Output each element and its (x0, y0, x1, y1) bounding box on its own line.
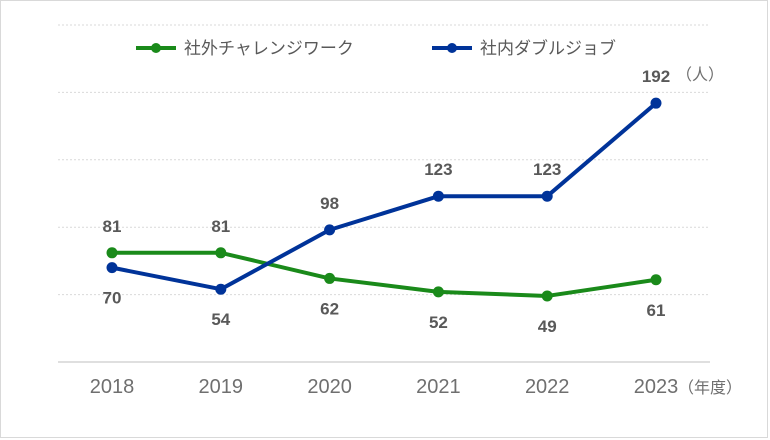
data-point-series-1-2021 (432, 286, 444, 298)
data-label-series-2-2019: 54 (211, 310, 230, 329)
data-point-series-2-2020 (324, 224, 336, 236)
x-tick-label-2019: 2019 (199, 376, 244, 398)
legend: 社外チャレンジワーク 社内ダブルジョブ (136, 38, 616, 59)
data-point-series-2-2019 (215, 283, 227, 295)
data-label-series-1-2022: 49 (538, 317, 557, 336)
x-tick-label-2023: 2023 (634, 376, 679, 398)
x-tick-label-2022: 2022 (525, 376, 570, 398)
x-tick-label-2020: 2020 (307, 376, 352, 398)
series-lines (110, 101, 658, 298)
data-point-series-1-2022 (541, 290, 553, 302)
gridlines (58, 24, 710, 296)
data-label-series-1-2021: 52 (429, 313, 448, 332)
data-label-series-2-2023: 192 (642, 67, 670, 86)
data-point-series-1-2023 (650, 274, 662, 286)
legend-label-series-2: 社内ダブルジョブ (480, 38, 616, 59)
y-axis-unit-label: （人） (676, 65, 724, 84)
data-point-series-1-2018 (106, 247, 118, 259)
data-labels: 81 81 62 52 49 61 70 54 98 123 123 192 (103, 67, 671, 336)
legend-item-series-2: 社内ダブルジョブ (432, 38, 616, 59)
data-label-series-1-2020: 62 (320, 299, 339, 318)
data-label-series-2-2020: 98 (320, 194, 339, 213)
x-tick-label-2021: 2021 (416, 376, 461, 398)
series-line-1 (110, 250, 658, 298)
x-tick-labels: 2018 2019 2020 2021 2022 2023 (90, 376, 679, 398)
data-point-series-1-2020 (324, 272, 336, 284)
x-axis-unit-label: （年度） (678, 378, 742, 397)
legend-label-series-1: 社外チャレンジワーク (184, 39, 354, 59)
data-point-series-1-2019 (215, 247, 227, 259)
data-label-series-2-2018: 70 (103, 289, 122, 308)
data-label-series-1-2023: 61 (647, 301, 666, 320)
legend-swatch-marker-series-2 (447, 43, 457, 53)
data-point-series-2-2022 (541, 190, 553, 202)
data-label-series-1-2018: 81 (103, 217, 122, 236)
data-label-series-1-2019: 81 (211, 217, 230, 236)
legend-item-series-1: 社外チャレンジワーク (136, 39, 354, 59)
data-point-series-2-2021 (432, 190, 444, 202)
data-label-series-2-2022: 123 (533, 160, 561, 179)
data-point-series-2-2018 (106, 262, 118, 274)
series-points (106, 97, 662, 302)
series-line-2 (110, 101, 658, 292)
data-label-series-2-2021: 123 (424, 160, 452, 179)
legend-swatch-marker-series-1 (151, 43, 161, 53)
data-point-series-2-2023 (650, 97, 662, 109)
x-tick-label-2018: 2018 (90, 376, 135, 398)
